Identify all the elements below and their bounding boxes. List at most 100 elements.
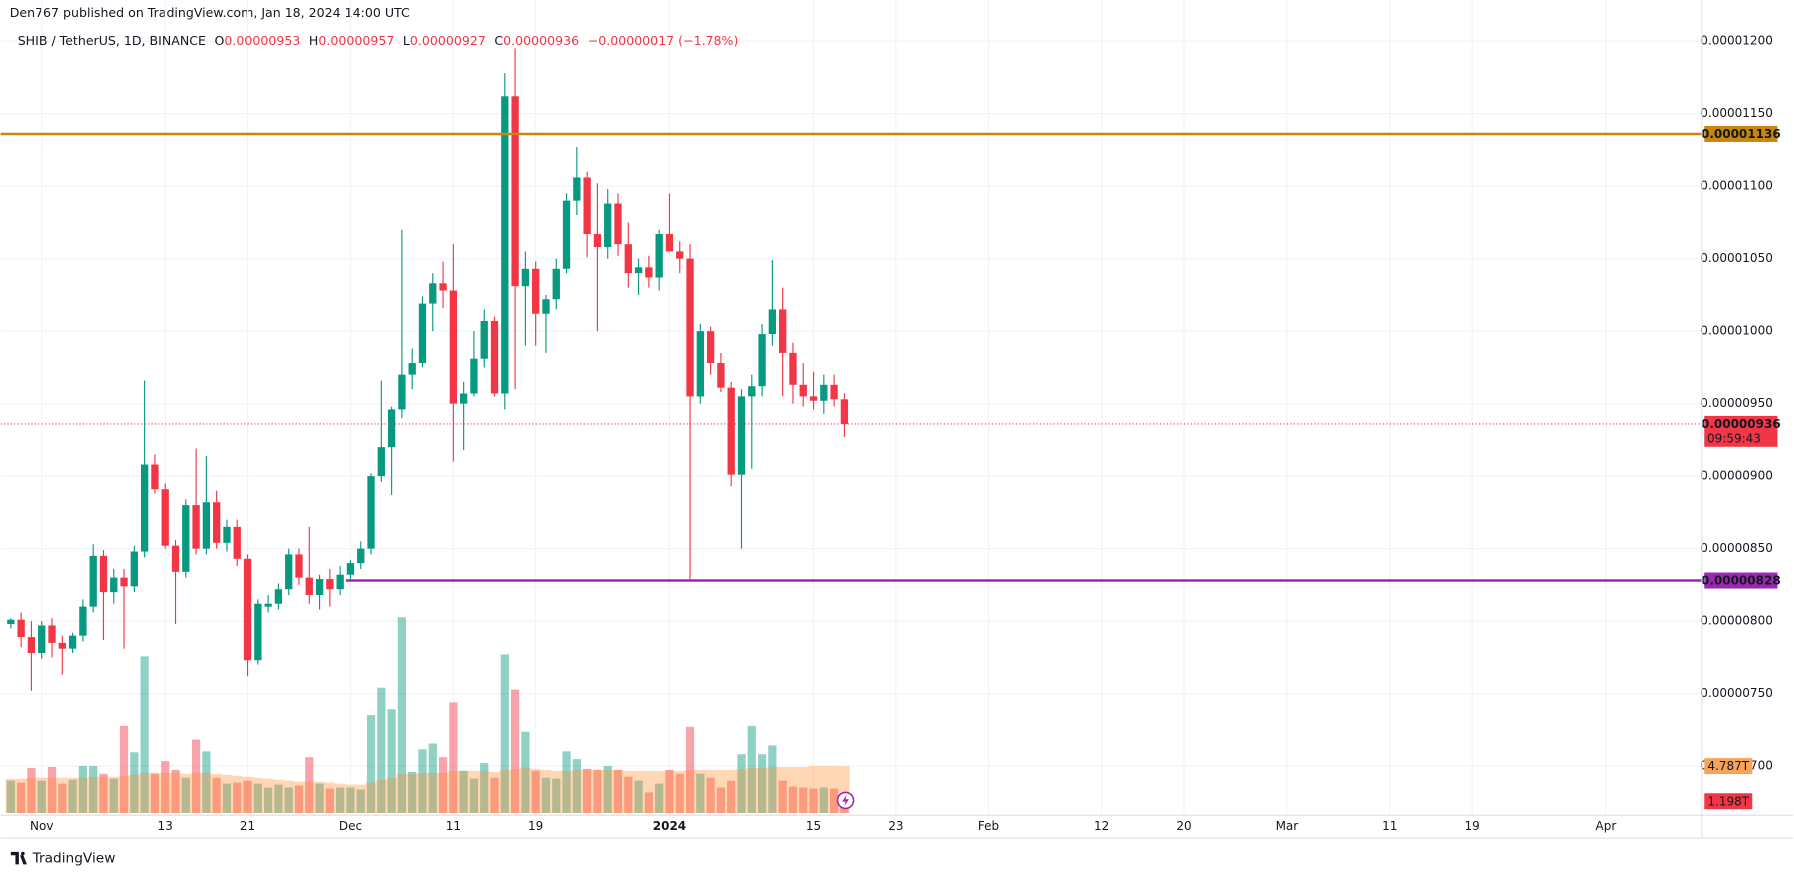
candle-body	[583, 177, 591, 235]
candle-body	[171, 545, 180, 572]
candle-body	[398, 374, 406, 410]
volume-bar	[799, 787, 808, 813]
candle-body	[295, 554, 303, 578]
volume-bar	[140, 656, 149, 813]
low-value: 0.00000927	[410, 33, 486, 48]
candle-body	[120, 577, 128, 587]
volume-bar	[716, 787, 726, 813]
candle-body	[686, 258, 694, 397]
candle-body	[830, 384, 838, 400]
candle-body	[79, 606, 87, 636]
candle-body	[27, 637, 36, 654]
ohlc-legend: SHIB / TetherUS, 1D, BINANCE O0.00000953…	[18, 33, 739, 48]
volume-bar	[27, 767, 36, 813]
level-tag-label: 0.00001136	[1701, 127, 1781, 141]
candle-body	[233, 526, 241, 559]
level-tag	[1704, 125, 1778, 142]
brand-logo-dot	[21, 851, 25, 856]
x-tick-label: 15	[806, 819, 821, 833]
candle-body	[820, 384, 828, 401]
candle-body	[377, 447, 385, 477]
level-tag-label: 0.00000828	[1701, 574, 1781, 588]
candle-body	[768, 309, 777, 335]
brand-logo	[10, 851, 27, 865]
candle-body	[604, 203, 612, 248]
candle-body	[202, 502, 211, 549]
volume-bar	[562, 751, 571, 813]
symbol: SHIB / TetherUS, 1D, BINANCE	[18, 33, 206, 48]
candle-body	[99, 555, 108, 593]
publisher-line: Den767 published on TradingView.com, Jan…	[10, 5, 410, 20]
candle-body	[532, 268, 540, 314]
volume-bar	[150, 773, 160, 813]
candle-body	[706, 331, 715, 364]
volume-bar	[387, 709, 396, 813]
candle-body	[7, 619, 15, 625]
legend: SHIB / TetherUS, 1D, BINANCE O0.00000953…	[18, 33, 739, 48]
volume-bar	[171, 769, 180, 813]
candle-body	[655, 234, 663, 278]
volume-bar	[6, 780, 15, 813]
volume-bar	[294, 785, 304, 813]
volume-bar	[459, 770, 468, 813]
volume-bar	[243, 780, 252, 813]
candle-body	[68, 635, 77, 649]
volume-bar	[408, 771, 417, 813]
candle-body	[840, 399, 849, 424]
candle-body	[336, 574, 344, 590]
y-tick-label: 0.00000950	[1700, 396, 1773, 410]
current-price-label: 0.00000936	[1701, 417, 1781, 431]
candle-body	[789, 352, 797, 385]
open-key: O	[215, 33, 225, 48]
candle-body	[645, 267, 653, 278]
candle-body	[429, 283, 437, 304]
last-volume-label: 1.198T	[1707, 794, 1749, 808]
candle-body	[696, 331, 704, 397]
y-tick-label: 0.00000800	[1700, 614, 1773, 628]
volume-bar	[778, 780, 787, 813]
volume-bar	[233, 782, 242, 813]
volume-bar	[47, 766, 57, 813]
current-price-tag	[1704, 415, 1778, 447]
volume-bar	[510, 689, 520, 813]
x-tick-label: 20	[1176, 819, 1191, 833]
volume-bar	[99, 773, 108, 813]
x-tick-label: Nov	[30, 819, 53, 833]
high-value: 0.00000957	[318, 33, 394, 48]
candle-body	[573, 177, 581, 201]
candle-body	[614, 203, 622, 245]
volume-bar	[819, 787, 828, 813]
volume-bar	[418, 749, 427, 813]
volume-bar	[613, 769, 623, 813]
candle-body	[408, 363, 416, 375]
candle-body	[213, 502, 221, 543]
volume-bar	[521, 731, 530, 813]
volume-bar	[377, 687, 386, 813]
volume-bar	[78, 765, 88, 813]
candle-body	[110, 577, 118, 593]
volume-bar	[665, 769, 674, 813]
volume-bar	[130, 752, 139, 813]
candle-body	[799, 384, 807, 397]
candle-body	[357, 548, 365, 564]
volume-bar	[706, 777, 715, 813]
volume-bar	[109, 778, 118, 813]
candle-body	[676, 251, 684, 259]
volume-bar	[325, 788, 334, 813]
volume-bar	[829, 788, 839, 813]
volume-bar	[89, 765, 98, 813]
candle-body	[717, 363, 725, 388]
volume-bar	[490, 777, 499, 813]
candle-body	[346, 563, 355, 575]
candle-body	[17, 619, 25, 638]
volume-bar	[119, 725, 129, 813]
realtime-icon-bolt	[842, 794, 849, 807]
candle-body	[521, 268, 530, 287]
candle-body	[38, 625, 46, 654]
candle-body	[809, 396, 818, 401]
volume-bar	[356, 789, 365, 813]
candle-body	[315, 579, 324, 596]
x-tick-label: Dec	[339, 819, 362, 833]
